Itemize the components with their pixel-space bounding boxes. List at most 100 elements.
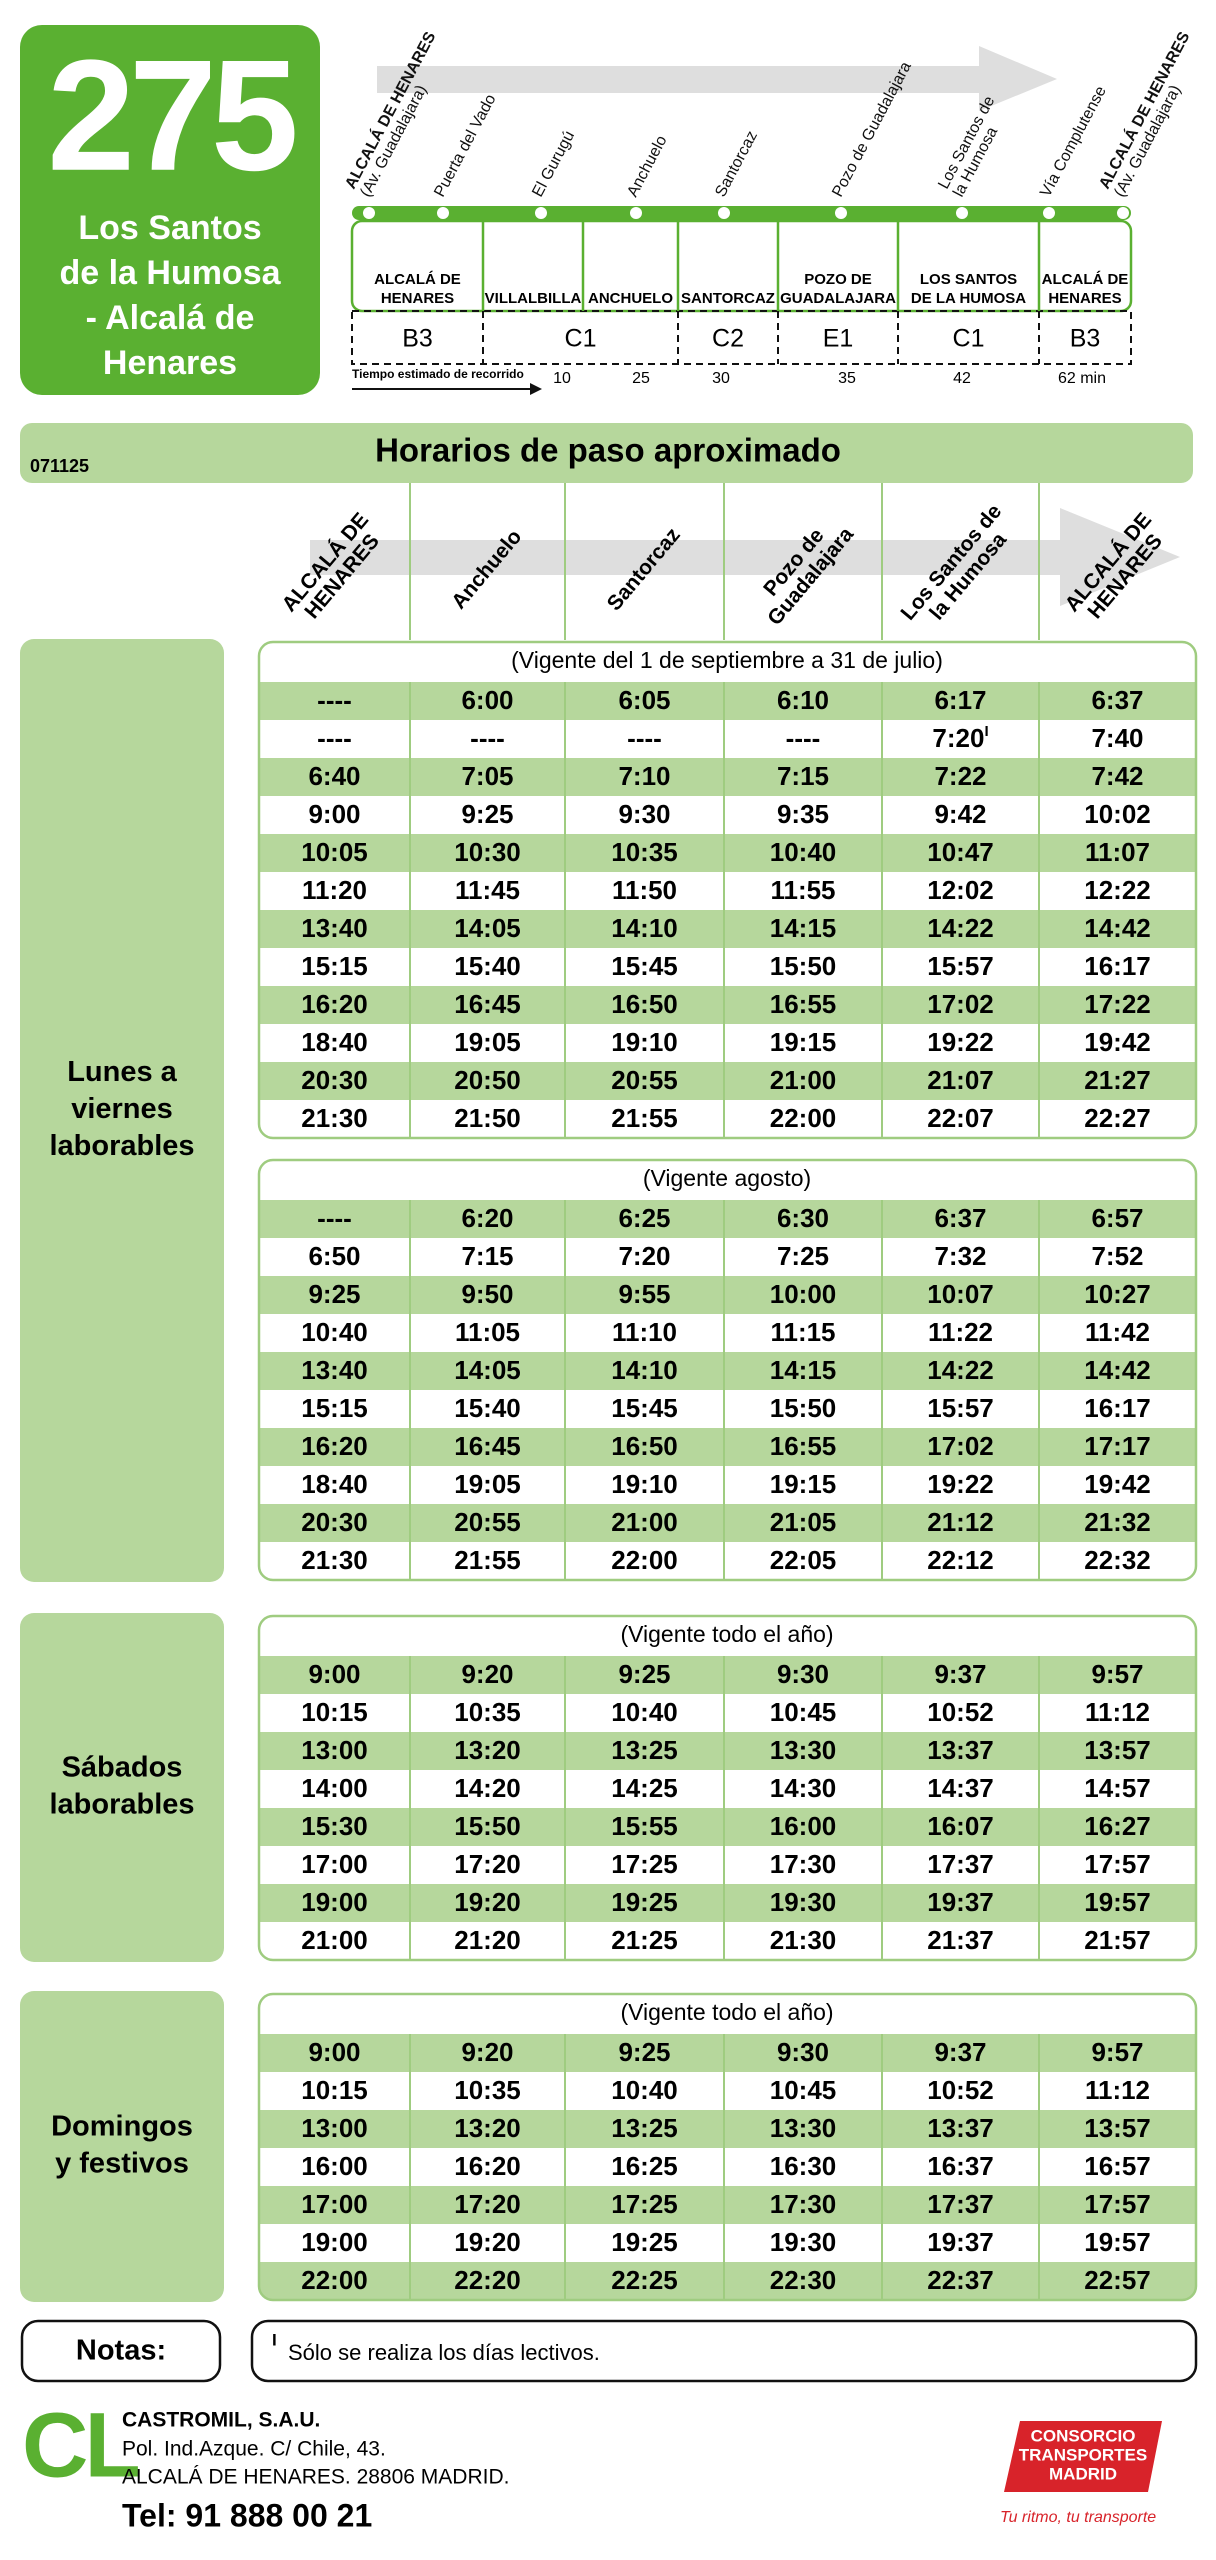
zone-code: C1 bbox=[953, 325, 985, 353]
time-cell: 16:00 bbox=[770, 1811, 837, 1841]
travel-time: 62 min bbox=[1058, 370, 1106, 387]
stop-dot bbox=[535, 207, 547, 219]
time-cell: 13:57 bbox=[1084, 1735, 1151, 1765]
section-label-box bbox=[20, 1613, 224, 1962]
time-cell: 6:05 bbox=[618, 685, 670, 715]
town-name: ALCALÁ DE bbox=[374, 271, 461, 288]
time-cell: 10:07 bbox=[927, 1279, 994, 1309]
time-cell: 15:50 bbox=[770, 951, 837, 981]
stop-dot bbox=[956, 207, 968, 219]
time-cell: 11:55 bbox=[770, 875, 835, 905]
time-cell: 15:55 bbox=[611, 1811, 678, 1841]
time-cell: 10:52 bbox=[927, 1697, 994, 1727]
time-cell: 10:00 bbox=[770, 1279, 837, 1309]
time-cell: 20:30 bbox=[301, 1507, 368, 1537]
time-cell: 16:25 bbox=[611, 2151, 678, 2181]
time-cell: 13:20 bbox=[454, 2113, 521, 2143]
time-cell: 22:30 bbox=[770, 2265, 837, 2295]
time-cell: 19:37 bbox=[927, 1887, 994, 1917]
route-box bbox=[20, 25, 320, 395]
section-label-box bbox=[20, 639, 224, 1582]
time-cell: 13:00 bbox=[301, 2113, 368, 2143]
time-cell: 7:42 bbox=[1091, 761, 1143, 791]
time-cell: 10:27 bbox=[1084, 1279, 1151, 1309]
time-cell: 15:40 bbox=[454, 951, 521, 981]
row-bg bbox=[259, 1504, 1196, 1542]
rows: 9:00 9:20 9:25 9:30 9:37 9:57 10:15 10:35 10:40 1… bbox=[259, 2034, 1196, 2300]
time-cell: 15:15 bbox=[301, 951, 368, 981]
time-cell: 16:55 bbox=[770, 989, 837, 1019]
time-cell: 22:00 bbox=[301, 2265, 368, 2295]
time-cell: 17:17 bbox=[1084, 1431, 1151, 1461]
time-cell: 16:17 bbox=[1084, 1393, 1151, 1423]
time-cell: 15:30 bbox=[301, 1811, 368, 1841]
time-cell: 16:17 bbox=[1084, 951, 1151, 981]
block-border bbox=[257, 1992, 1198, 2302]
time-cell: 10:40 bbox=[611, 1697, 678, 1727]
row-bg bbox=[259, 986, 1196, 1024]
time-cell: 6:30 bbox=[777, 1203, 829, 1233]
time-cell: 14:25 bbox=[611, 1773, 678, 1803]
time-cell: 11:12 bbox=[1085, 1697, 1150, 1727]
time-cell: ---- bbox=[786, 723, 821, 753]
time-cell: 15:57 bbox=[927, 951, 994, 981]
time-cell: 13:57 bbox=[1084, 2113, 1151, 2143]
time-cell: 10:40 bbox=[770, 837, 837, 867]
direction-arrow bbox=[377, 46, 1057, 111]
time-cell: 13:00 bbox=[301, 1735, 368, 1765]
town-name: GUADALAJARA bbox=[780, 290, 896, 307]
time-cell: 19:05 bbox=[454, 1027, 521, 1057]
time-cell: 13:30 bbox=[770, 2113, 837, 2143]
time-cell: 22:25 bbox=[611, 2265, 678, 2295]
note-text: Sólo se realiza los días lectivos. bbox=[288, 2340, 600, 2365]
time-cell: 20:55 bbox=[611, 1065, 678, 1095]
time-cell: 9:42 bbox=[934, 799, 986, 829]
time-cell: 14:15 bbox=[770, 913, 837, 943]
time-cell: 13:25 bbox=[611, 1735, 678, 1765]
time-cell: 10:15 bbox=[301, 2075, 368, 2105]
time-cell: 16:20 bbox=[301, 989, 368, 1019]
time-cell: 9:20 bbox=[461, 1659, 513, 1689]
time-cell: 14:10 bbox=[611, 1355, 678, 1385]
town-name: DE LA HUMOSA bbox=[911, 290, 1026, 307]
time-cell: 22:20 bbox=[454, 2265, 521, 2295]
time-cell: 21:57 bbox=[1084, 1925, 1151, 1955]
time-cell: 9:35 bbox=[777, 799, 829, 829]
time-cell: ---- bbox=[627, 723, 662, 753]
travel-time: 10 bbox=[553, 370, 571, 387]
zone-code: B3 bbox=[402, 325, 433, 353]
town-name: LOS SANTOS bbox=[920, 271, 1017, 288]
time-cell: 10:35 bbox=[454, 1697, 521, 1727]
note-mark: I bbox=[984, 723, 988, 740]
time-cell: 16:00 bbox=[301, 2151, 368, 2181]
time-cell: 17:25 bbox=[611, 2189, 678, 2219]
block-border bbox=[257, 1614, 1198, 1962]
row-bg bbox=[259, 2110, 1196, 2148]
time-cell: 17:00 bbox=[301, 2189, 368, 2219]
stop-name: ALCALÁ DE HENARES bbox=[1094, 28, 1193, 192]
time-cell: 13:40 bbox=[301, 913, 368, 943]
stop-name: ALCALÁ DE HENARES bbox=[340, 28, 439, 192]
time-cell: 19:25 bbox=[611, 2227, 678, 2257]
time-cell: 21:25 bbox=[611, 1925, 678, 1955]
time-cell: 17:57 bbox=[1084, 2189, 1151, 2219]
time-cell: 11:20 bbox=[302, 875, 367, 905]
phone: Tel: 91 888 00 21 bbox=[122, 2497, 372, 2533]
time-cell: 17:37 bbox=[927, 1849, 994, 1879]
time-cell: 9:00 bbox=[308, 799, 360, 829]
town-name: HENARES bbox=[1048, 290, 1121, 307]
time-cell: 6:57 bbox=[1091, 1203, 1143, 1233]
time-cell: 7:15 bbox=[461, 1241, 513, 1271]
time-cell: 21:12 bbox=[927, 1507, 994, 1537]
time-cell: ---- bbox=[317, 723, 352, 753]
row-bg bbox=[259, 2186, 1196, 2224]
time-cell: 6:25 bbox=[618, 1203, 670, 1233]
time: 7:20 bbox=[932, 723, 984, 753]
row-bg bbox=[259, 2034, 1196, 2072]
time-cell: 21:37 bbox=[927, 1925, 994, 1955]
time-cell: 21:55 bbox=[454, 1545, 521, 1575]
time-cell: 16:20 bbox=[454, 2151, 521, 2181]
time-cell: 13:37 bbox=[927, 2113, 994, 2143]
row-bg bbox=[259, 1200, 1196, 1238]
row-bg bbox=[259, 1884, 1196, 1922]
